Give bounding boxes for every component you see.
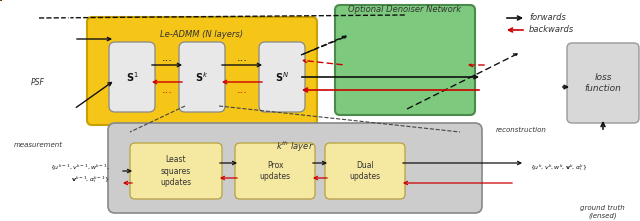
Text: Prox
updates: Prox updates — [259, 161, 291, 181]
Text: ...: ... — [237, 53, 248, 63]
FancyBboxPatch shape — [109, 42, 155, 112]
Text: loss
function: loss function — [584, 73, 621, 93]
Text: $\{u^{k-1}, v^{k-1}, w^{k-1},$
$\mathbf{v}^{k-1}, \alpha_i^{k-1}\}$: $\{u^{k-1}, v^{k-1}, w^{k-1},$ $\mathbf{… — [50, 162, 110, 185]
FancyBboxPatch shape — [130, 143, 222, 199]
FancyBboxPatch shape — [335, 5, 475, 115]
Text: ground truth
(lensed): ground truth (lensed) — [580, 205, 625, 219]
Text: Dual
updates: Dual updates — [349, 161, 381, 181]
FancyBboxPatch shape — [108, 123, 482, 213]
FancyBboxPatch shape — [235, 143, 315, 199]
Text: measurement: measurement — [13, 142, 63, 148]
Text: forwards: forwards — [529, 13, 566, 23]
FancyBboxPatch shape — [87, 17, 317, 125]
Text: ...: ... — [161, 85, 172, 95]
Text: ...: ... — [161, 53, 172, 63]
Text: Least
squares
updates: Least squares updates — [161, 155, 191, 187]
Text: $\{u^k, v^k, w^k, \mathbf{v}^k, \alpha_i^k\}$: $\{u^k, v^k, w^k, \mathbf{v}^k, \alpha_i… — [530, 162, 588, 173]
FancyBboxPatch shape — [325, 143, 405, 199]
Text: PSF: PSF — [31, 78, 45, 87]
Text: Optional Denoiser Network: Optional Denoiser Network — [348, 5, 461, 14]
FancyBboxPatch shape — [179, 42, 225, 112]
FancyBboxPatch shape — [259, 42, 305, 112]
FancyBboxPatch shape — [567, 43, 639, 123]
Text: $\mathbf{S}^1$: $\mathbf{S}^1$ — [125, 70, 138, 84]
Text: $k^{th}$ layer: $k^{th}$ layer — [276, 140, 314, 154]
Text: $\mathbf{S}^N$: $\mathbf{S}^N$ — [275, 70, 289, 84]
Text: b: b — [64, 89, 70, 98]
Text: $v_{gt}$: $v_{gt}$ — [619, 138, 632, 149]
Text: reconstruction: reconstruction — [495, 127, 547, 133]
Text: $\mathbf{S}^k$: $\mathbf{S}^k$ — [195, 70, 209, 84]
Text: backwards: backwards — [529, 25, 574, 34]
Text: ...: ... — [237, 85, 248, 95]
Text: h: h — [64, 13, 70, 22]
Text: $\mathbf{v}^N$: $\mathbf{v}^N$ — [546, 58, 558, 70]
Text: Le-ADMM (N layers): Le-ADMM (N layers) — [161, 30, 243, 39]
